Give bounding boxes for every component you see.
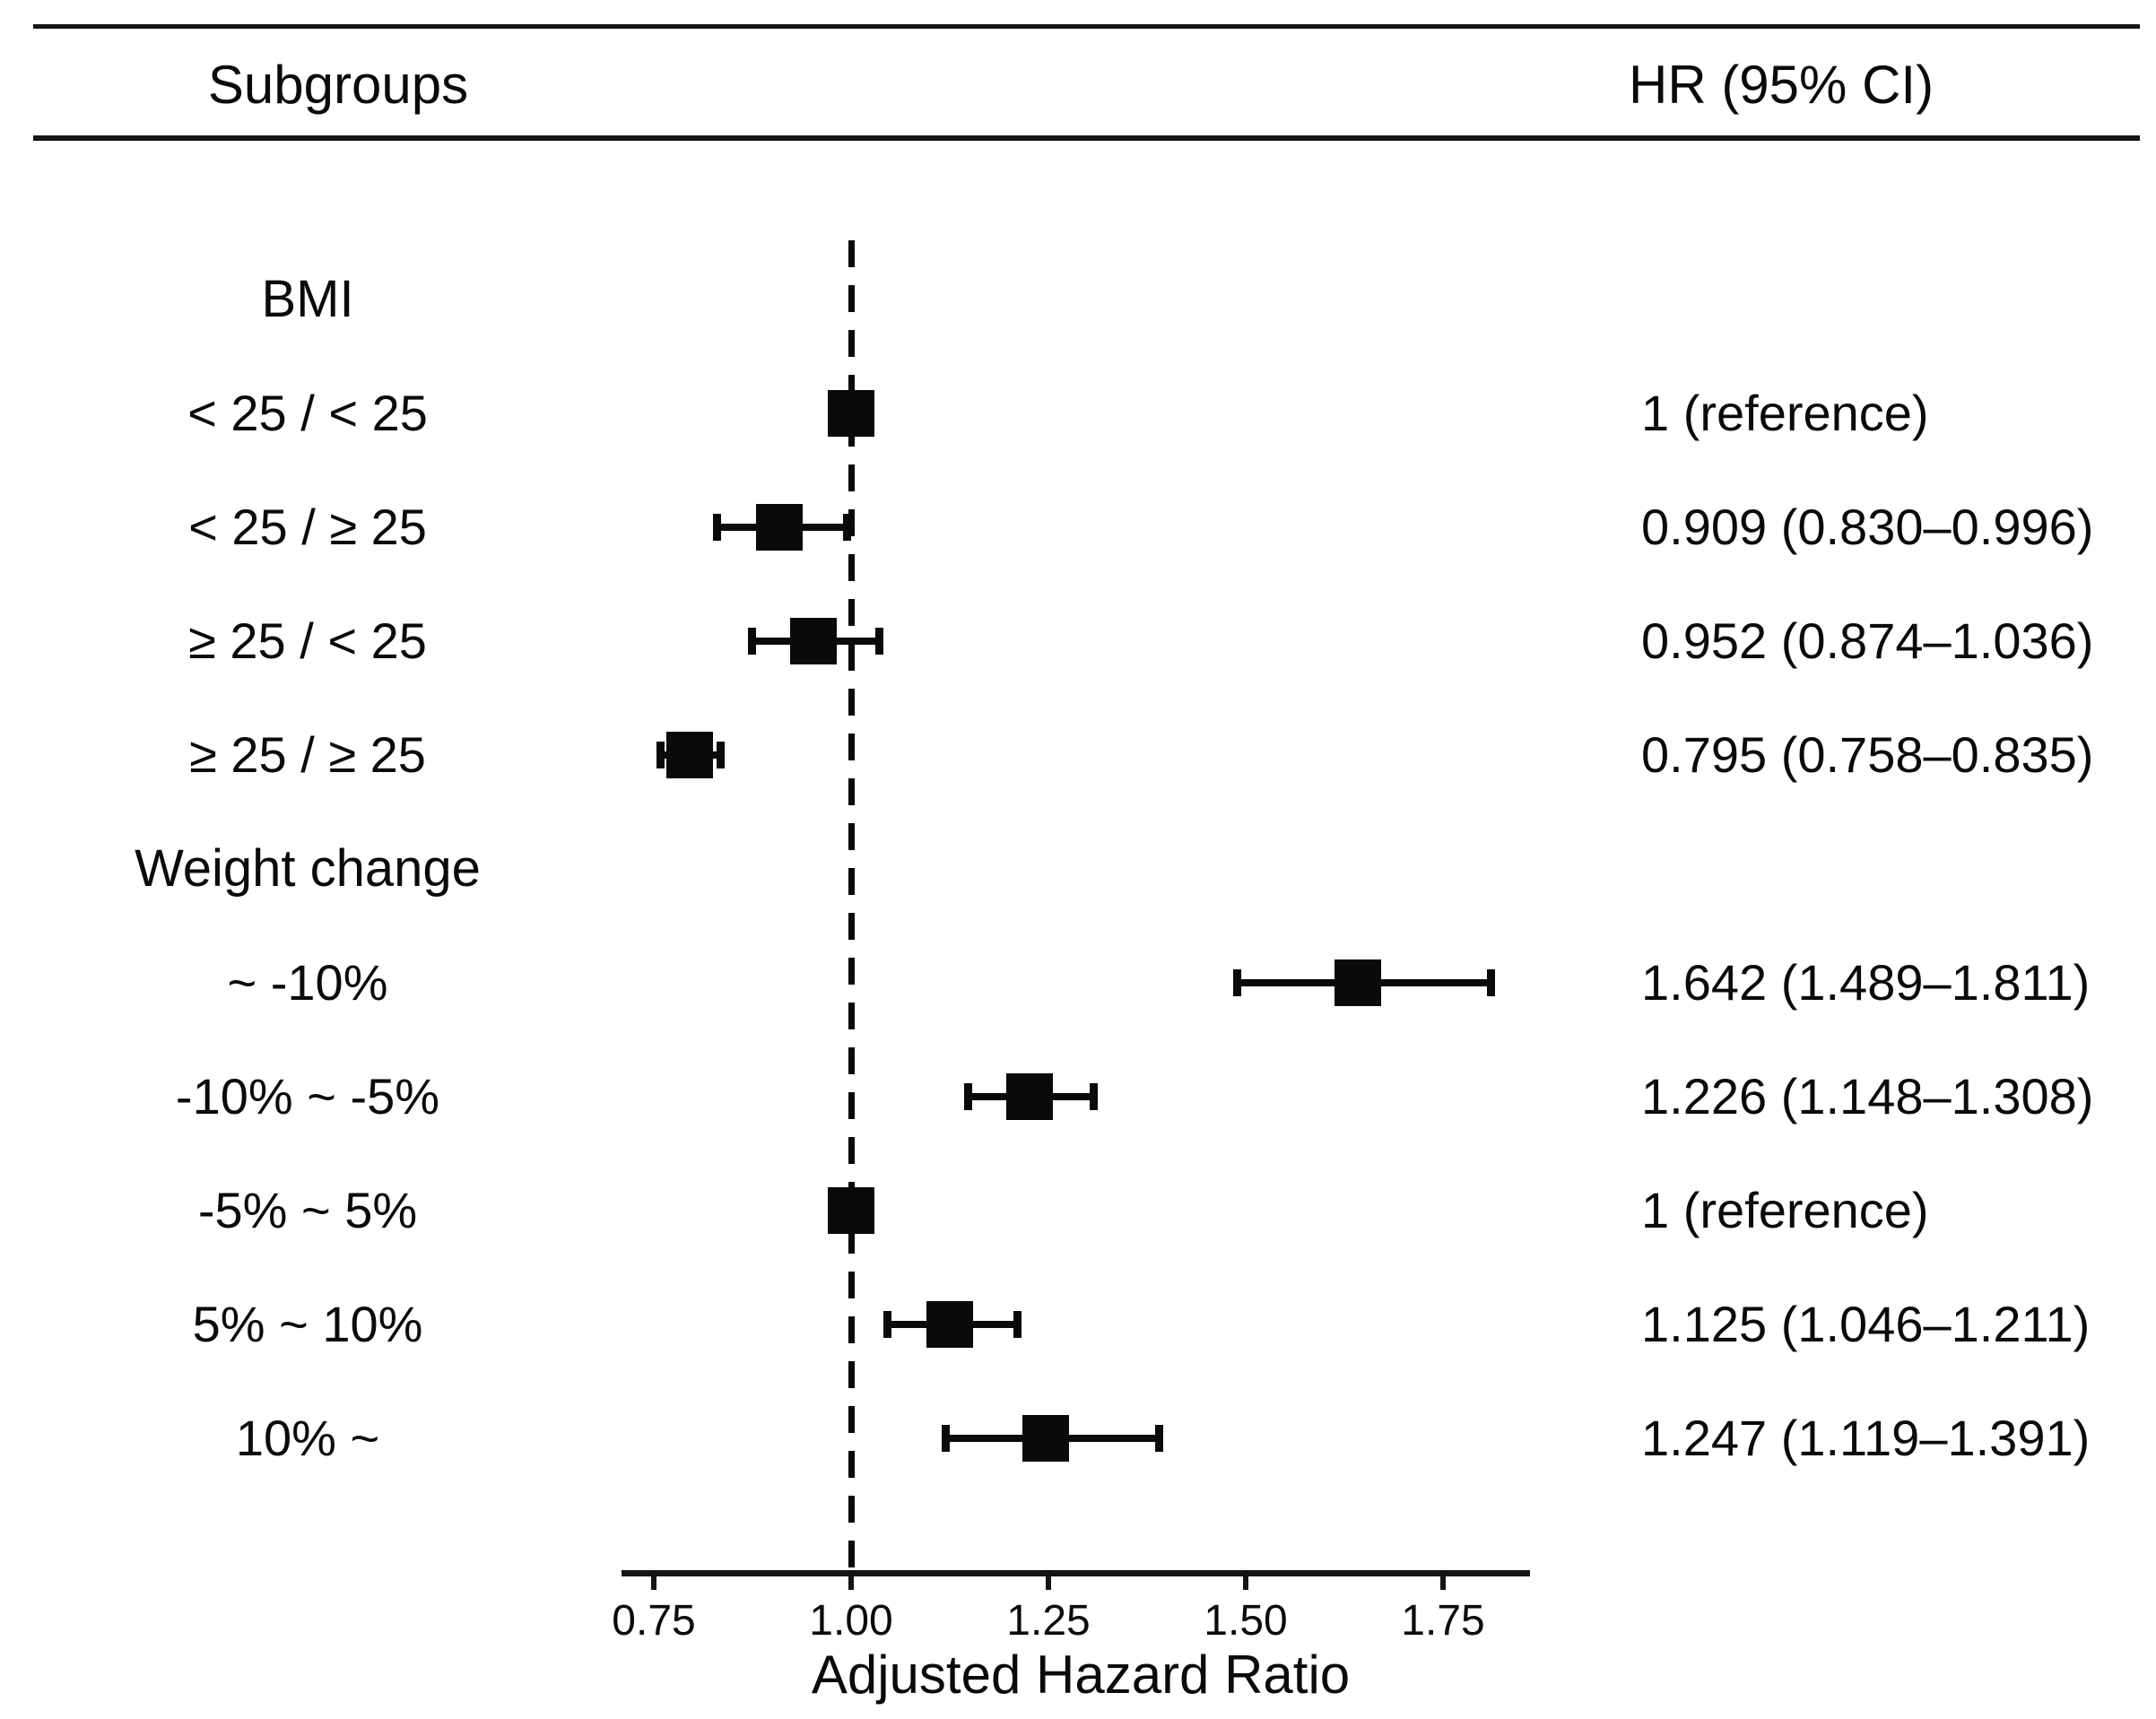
subgroup-label: -10% ~ -5% (175, 1068, 440, 1124)
point-estimate-marker (1334, 959, 1381, 1006)
point-estimate-marker (755, 504, 803, 551)
subgroup-label: ≥ 25 / < 25 (188, 612, 427, 669)
ci-cap-right (874, 628, 883, 655)
x-axis-tick (651, 1575, 656, 1590)
point-estimate-marker (828, 390, 874, 437)
ci-cap-right (1090, 1083, 1099, 1110)
subgroup-label: 5% ~ 10% (192, 1296, 423, 1352)
hr-value: 1 (reference) (1641, 1182, 1929, 1238)
hr-value: 0.952 (0.874–1.036) (1641, 612, 2094, 669)
hr-value: 1.642 (1.489–1.811) (1641, 954, 2091, 1011)
reference-line (848, 240, 855, 1570)
x-axis-title: Adjusted Hazard Ratio (811, 1645, 1351, 1705)
x-axis-tick (1243, 1575, 1248, 1590)
ci-cap-left (964, 1083, 973, 1110)
top-rule-1 (33, 24, 2140, 29)
x-axis-tick-label: 1.25 (1006, 1597, 1091, 1645)
ci-cap-left (941, 1425, 950, 1452)
hr-value: 0.795 (0.758–0.835) (1641, 726, 2094, 783)
hr-value: 0.909 (0.830–0.996) (1641, 499, 2094, 555)
point-estimate-marker (926, 1301, 973, 1348)
subgroup-label: -5% ~ 5% (197, 1182, 418, 1238)
x-axis-tick (1440, 1575, 1446, 1590)
subgroup-label: ≥ 25 / ≥ 25 (189, 726, 426, 783)
x-axis-line (622, 1570, 1530, 1576)
x-axis-tick (848, 1575, 854, 1590)
ci-cap-left (1233, 969, 1242, 996)
point-estimate-marker (665, 732, 713, 778)
ci-cap-left (748, 628, 757, 655)
subgroup-label: ~ -10% (227, 954, 388, 1011)
ci-cap-right (1486, 969, 1495, 996)
point-estimate-marker (1005, 1073, 1053, 1120)
hr-value: 1.247 (1.119–1.391) (1641, 1410, 2091, 1466)
ci-cap-right (716, 742, 725, 768)
point-estimate-marker (828, 1187, 874, 1234)
section-label: Weight change (135, 839, 481, 898)
hr-value: 1.125 (1.046–1.211) (1641, 1296, 2091, 1352)
x-axis-tick-label: 1.75 (1401, 1597, 1485, 1645)
ci-cap-left (713, 514, 722, 541)
hr-column-header: HR (95% CI) (1629, 55, 1934, 115)
ci-cap-right (1155, 1425, 1164, 1452)
x-axis-tick-label: 0.75 (612, 1597, 696, 1645)
point-estimate-marker (789, 618, 837, 664)
subgroups-column-header: Subgroups (207, 55, 469, 115)
subgroup-label: < 25 / < 25 (187, 385, 428, 441)
ci-cap-right (1013, 1311, 1021, 1338)
top-rule-2 (33, 135, 2140, 141)
subgroup-label: < 25 / ≥ 25 (188, 499, 427, 555)
ci-cap-left (883, 1311, 892, 1338)
section-label: BMI (261, 270, 354, 328)
hr-value: 1.226 (1.148–1.308) (1641, 1068, 2094, 1124)
ci-cap-right (843, 514, 852, 541)
point-estimate-marker (1022, 1415, 1070, 1462)
x-axis-tick (1046, 1575, 1051, 1590)
x-axis-tick-label: 1.00 (809, 1597, 893, 1645)
hr-value: 1 (reference) (1641, 385, 1929, 441)
subgroup-label: 10% ~ (235, 1410, 380, 1466)
ci-cap-left (656, 742, 665, 768)
x-axis-tick-label: 1.50 (1204, 1597, 1288, 1645)
